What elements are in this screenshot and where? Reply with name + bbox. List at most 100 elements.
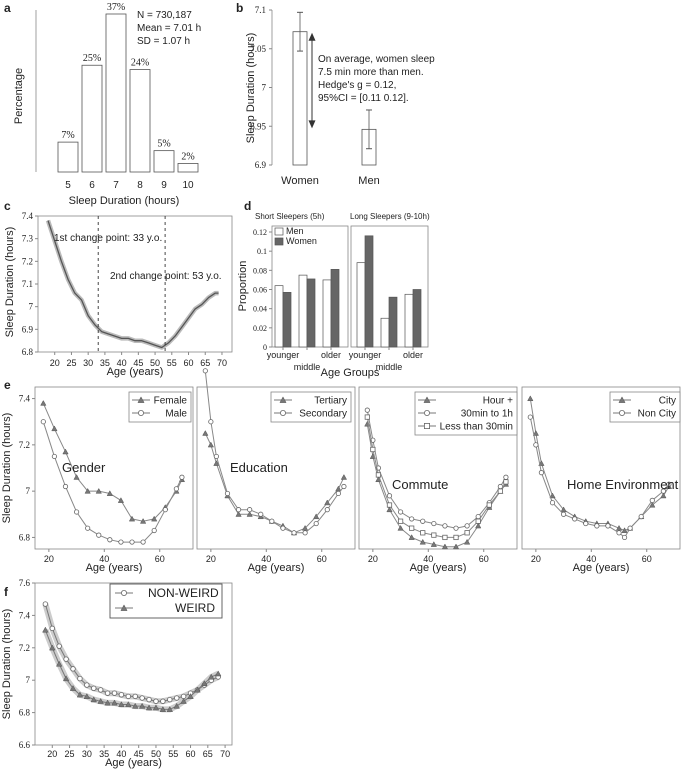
panel-e3-point bbox=[409, 516, 415, 522]
panel-e1-point bbox=[129, 539, 135, 545]
panel-e3-point bbox=[453, 525, 459, 531]
panel-e3-point bbox=[386, 506, 393, 513]
panel-d-bar-women bbox=[412, 289, 422, 348]
panel-c-y-tick-label: 7.2 bbox=[22, 256, 33, 266]
panel-b-arrow-head bbox=[308, 32, 316, 41]
panel-f-point bbox=[208, 673, 215, 680]
panel-c-x-tick-label: 45 bbox=[133, 358, 143, 368]
panel-b-letter: b bbox=[236, 1, 243, 15]
panel-f-x-tick-label: 30 bbox=[82, 749, 92, 759]
panel-d-bar-men bbox=[404, 293, 414, 348]
panel-a-stat-text: Mean = 7.01 h bbox=[137, 23, 201, 34]
panel-f-point bbox=[125, 701, 132, 708]
panel-f-point bbox=[132, 702, 139, 709]
panel-d-x-tick-label: middle bbox=[294, 362, 321, 372]
panel-e3-point bbox=[442, 523, 448, 529]
panel-f-point bbox=[167, 696, 173, 703]
panel-e3-point bbox=[463, 538, 471, 545]
panel-e1-legend bbox=[128, 391, 192, 423]
panel-c-line bbox=[47, 220, 219, 349]
panel-e4-point bbox=[638, 513, 644, 520]
panel-e2-point bbox=[208, 419, 214, 425]
panel-e4-point bbox=[532, 430, 539, 436]
panel-f-point bbox=[111, 699, 118, 706]
panel-f-point bbox=[70, 666, 76, 672]
panel-e3-point bbox=[464, 523, 470, 529]
panel-e-letter: e bbox=[4, 378, 11, 392]
panel-e3-x-tick-label: 60 bbox=[479, 554, 489, 564]
panel-c-x-tick-label: 30 bbox=[83, 358, 93, 368]
panel-e3-point bbox=[497, 488, 503, 494]
panel-e3-point bbox=[486, 502, 492, 508]
panel-c-annotation-2: 2nd change point: 53 y.o. bbox=[110, 271, 222, 282]
panel-b-y-label: Sleep Duration (hours) bbox=[245, 33, 257, 144]
panel-d-x-tick-label: younger bbox=[349, 350, 382, 360]
panel-f-point bbox=[42, 626, 49, 633]
panel-e3-point bbox=[386, 502, 393, 508]
panel-f-point bbox=[160, 698, 166, 704]
panel-e1-point bbox=[162, 507, 168, 513]
panel-f-point bbox=[166, 706, 174, 712]
panel-d-facet-title: Short Sleepers (5h) bbox=[255, 212, 325, 221]
panel-e2-x-tick-label: 20 bbox=[206, 554, 216, 564]
panel-f-frame bbox=[34, 582, 233, 746]
panel-e2-point bbox=[324, 499, 331, 506]
panel-f-y-tick-label: 7 bbox=[26, 675, 31, 685]
panel-e3-legend-marker bbox=[423, 396, 431, 403]
panel-e3-point bbox=[409, 525, 415, 531]
panel-e1-x-tick-label: 60 bbox=[155, 554, 165, 564]
panel-a-bar-label: 24% bbox=[131, 58, 149, 69]
panel-e4-point bbox=[572, 516, 578, 522]
panel-e2-point bbox=[207, 441, 214, 448]
panel-e4-point bbox=[616, 530, 622, 536]
panel-e2-point bbox=[202, 368, 208, 374]
panel-e2-frame bbox=[196, 386, 356, 550]
panel-e2-x-tick-label: 40 bbox=[261, 554, 271, 564]
panel-e4-point bbox=[594, 523, 600, 529]
panel-f-x-tick-label: 55 bbox=[168, 749, 178, 759]
panel-d-bar-men bbox=[380, 317, 390, 348]
panel-e3-point bbox=[431, 532, 437, 538]
panel-e4-legend-marker bbox=[618, 396, 626, 403]
panel-e3-x-tick-label: 40 bbox=[423, 554, 433, 564]
panel-f-point bbox=[91, 685, 97, 691]
panel-e2-point bbox=[235, 511, 242, 517]
panel-f-point bbox=[187, 693, 194, 699]
panel-f-point bbox=[76, 691, 84, 698]
panel-e1-x-label: Age (years) bbox=[86, 562, 143, 574]
panel-e2-point bbox=[313, 513, 320, 520]
panel-f-point bbox=[125, 693, 132, 700]
panel-c-x-tick-label: 20 bbox=[50, 358, 60, 368]
panel-e3-point bbox=[375, 472, 382, 478]
panel-e2-legend bbox=[270, 391, 352, 423]
panel-a-y-label: Percentage bbox=[13, 68, 25, 124]
panel-f-point bbox=[194, 686, 201, 693]
panel-f-point bbox=[153, 698, 159, 704]
panel-a-bar bbox=[105, 13, 127, 173]
panel-f-point bbox=[152, 704, 160, 711]
panel-e1-x-tick-label: 40 bbox=[99, 554, 109, 564]
panel-e3-point bbox=[364, 414, 370, 420]
panel-c-y-tick-label: 7 bbox=[29, 302, 34, 312]
panel-b-y-tick-label: 7.05 bbox=[250, 44, 266, 54]
panel-c-x-tick-label: 40 bbox=[117, 358, 127, 368]
panel-f-point bbox=[49, 625, 55, 632]
panel-f-point bbox=[180, 697, 187, 704]
panel-c-annotation-1: 1st change point: 33 y.o. bbox=[54, 233, 162, 244]
panel-e1-point bbox=[107, 537, 113, 543]
panel-b-annotation: On average, women sleep bbox=[318, 54, 435, 65]
panel-e2-point bbox=[302, 530, 308, 536]
panel-a-bar-label: 37% bbox=[107, 2, 125, 13]
panel-f-y-tick-label: 7.4 bbox=[19, 610, 31, 620]
panel-f-point bbox=[104, 699, 111, 706]
panel-f-point bbox=[97, 687, 104, 693]
panel-e4-point bbox=[533, 442, 539, 448]
panel-f-point bbox=[174, 695, 180, 701]
panel-e4-point bbox=[649, 497, 655, 503]
panel-b-y-tick-label: 7 bbox=[262, 83, 267, 93]
panel-d-bar-men bbox=[356, 262, 366, 348]
panel-e1-point bbox=[179, 474, 185, 480]
panel-e3-point bbox=[364, 407, 370, 413]
panel-f-point bbox=[132, 693, 138, 700]
